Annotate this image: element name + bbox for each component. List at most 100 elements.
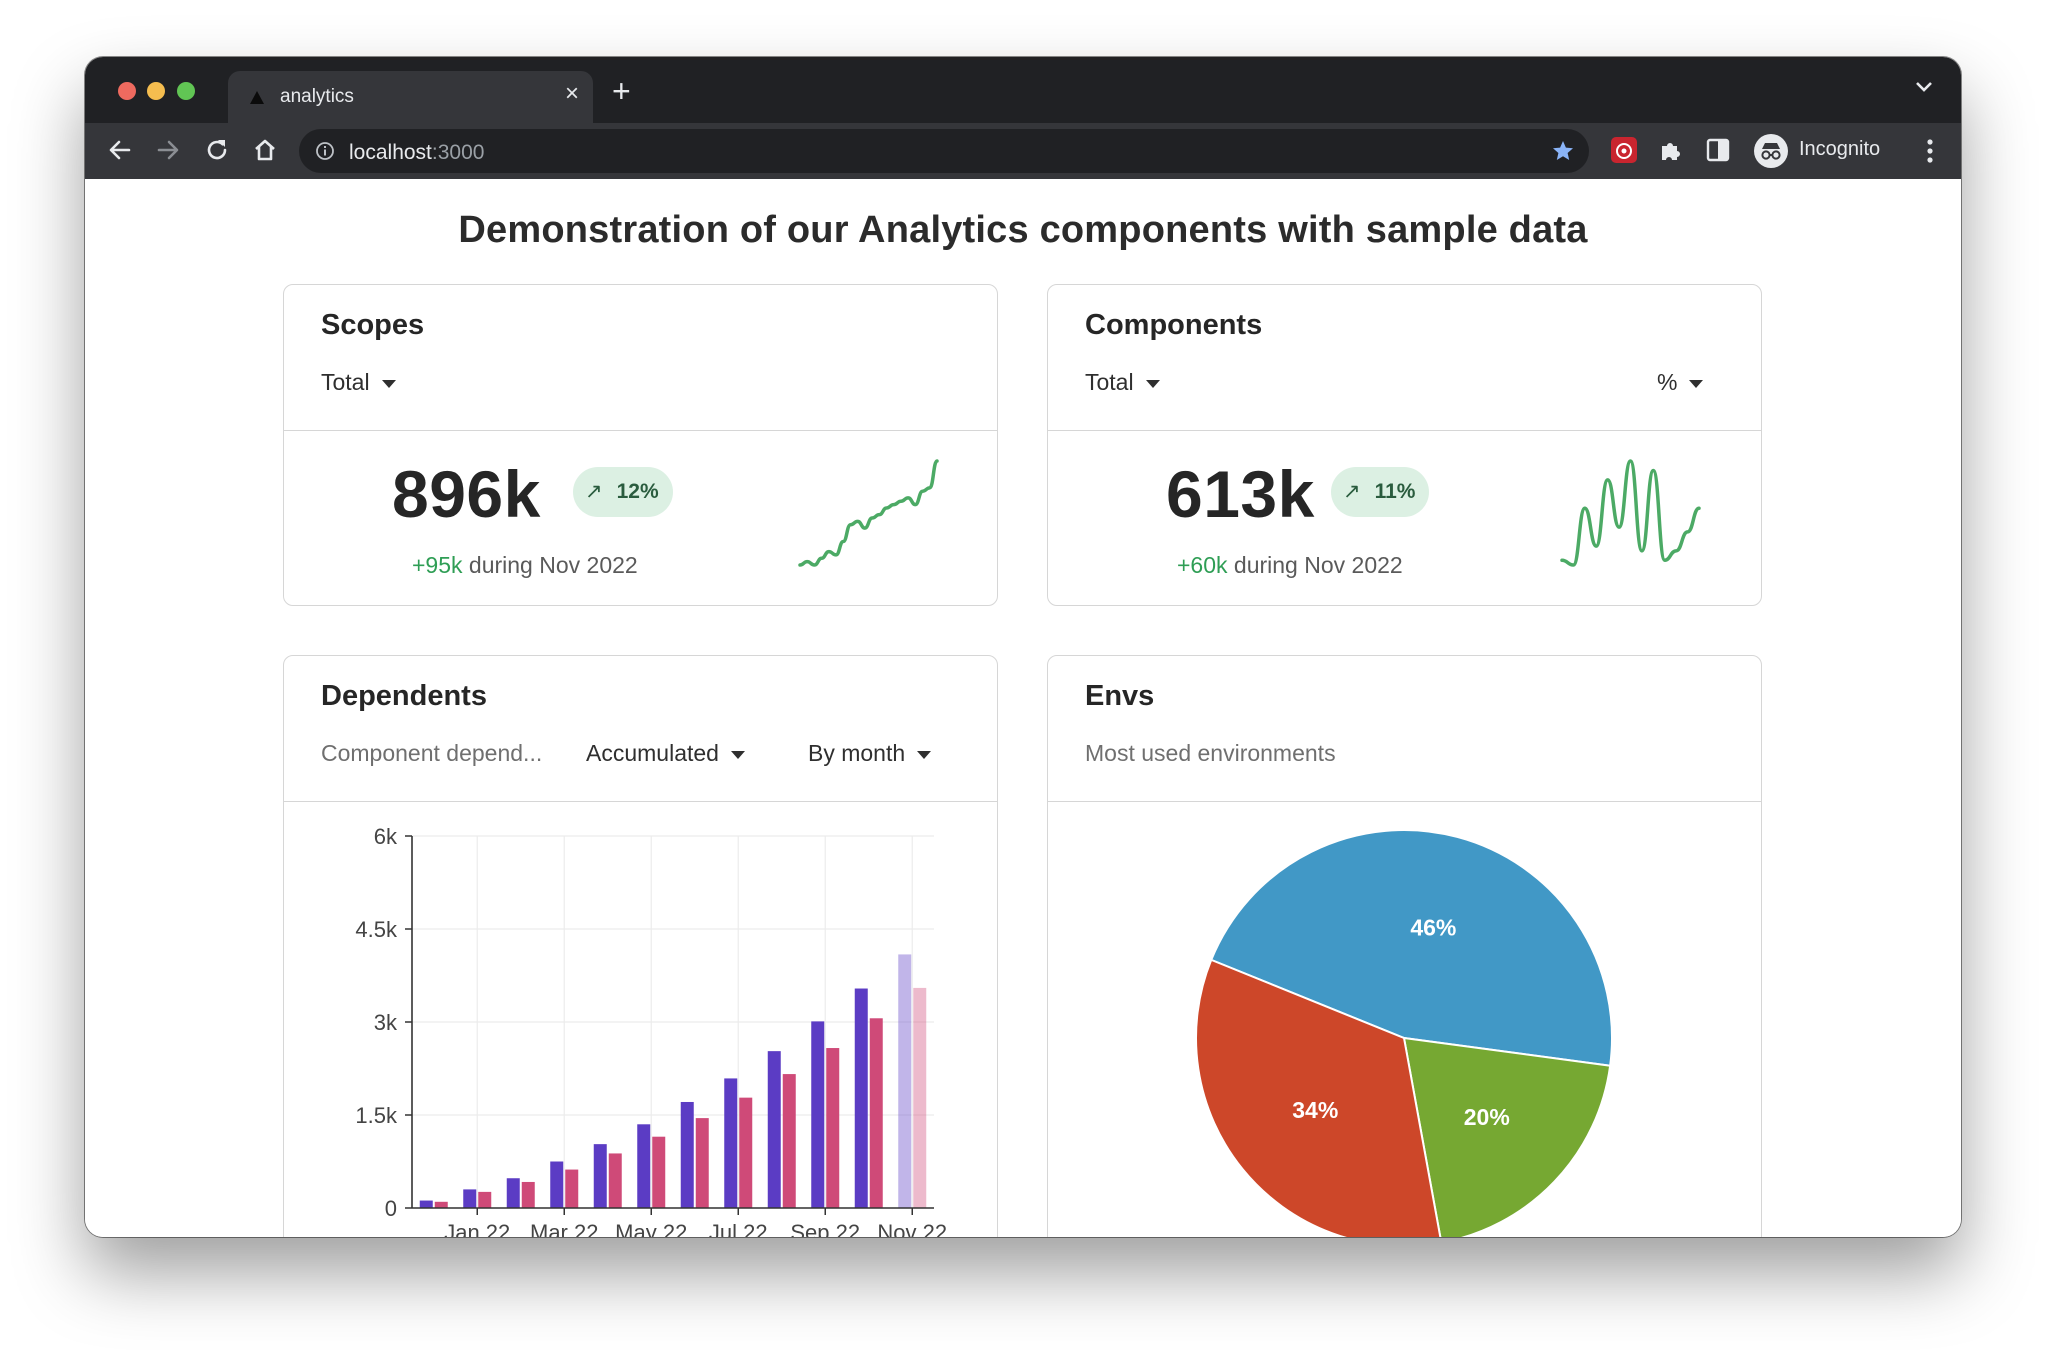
- bar-series-a[interactable]: [767, 1051, 781, 1208]
- url-port: :3000: [431, 141, 485, 164]
- more-menu-icon[interactable]: [1925, 137, 1935, 165]
- y-tick-label: 4.5k: [355, 917, 398, 942]
- dropdown-label: Accumulated: [586, 740, 719, 766]
- pie-slice-label: 20%: [1464, 1104, 1510, 1130]
- y-tick-label: 6k: [374, 824, 398, 849]
- back-arrow-icon[interactable]: [105, 135, 135, 165]
- scopes-title: Scopes: [321, 309, 425, 341]
- tab-close-button[interactable]: ×: [564, 80, 579, 107]
- bar-series-b[interactable]: [739, 1097, 753, 1208]
- pie-slice[interactable]: [1209, 829, 1613, 1067]
- zoom-window-button[interactable]: [177, 82, 195, 100]
- bar-series-a[interactable]: [550, 1161, 564, 1209]
- card-header: Envs Most used environments: [1048, 656, 1761, 802]
- caret-down-icon: [381, 379, 396, 388]
- bar-series-b[interactable]: [913, 987, 927, 1208]
- bar-series-a[interactable]: [854, 988, 868, 1208]
- bar-series-b[interactable]: [521, 1181, 535, 1208]
- address-bar[interactable]: localhost:3000: [299, 129, 1589, 173]
- card-header: Dependents Component depend... Accumulat…: [284, 656, 997, 802]
- delta-period: during Nov 2022: [462, 552, 638, 578]
- bar-series-b[interactable]: [478, 1191, 492, 1208]
- components-total-dropdown[interactable]: Total: [1085, 369, 1160, 396]
- pie-slice[interactable]: [1195, 958, 1442, 1237]
- caret-down-icon: [730, 750, 745, 759]
- scopes-delta: +95k during Nov 2022: [412, 552, 638, 579]
- components-change-badge: ↗ 11%: [1331, 467, 1430, 517]
- bar-series-a[interactable]: [898, 954, 912, 1208]
- dependents-subtitle: Component depend...: [321, 740, 543, 766]
- x-tick-label: Jul 22: [709, 1220, 768, 1237]
- minimize-window-button[interactable]: [147, 82, 165, 100]
- bar-series-b[interactable]: [434, 1201, 448, 1208]
- tab-title: analytics: [280, 86, 354, 107]
- delta-value: +60k: [1177, 552, 1228, 578]
- extensions-puzzle-icon[interactable]: [1657, 137, 1683, 163]
- side-panel-icon[interactable]: [1705, 137, 1731, 163]
- close-window-button[interactable]: [118, 82, 136, 100]
- caret-down-icon: [1689, 379, 1704, 388]
- delta-value: +95k: [412, 552, 463, 578]
- dropdown-label: Total: [321, 369, 370, 395]
- x-tick-label: Mar 22: [530, 1220, 598, 1237]
- bar-series-a[interactable]: [463, 1189, 477, 1208]
- home-icon[interactable]: [250, 135, 280, 165]
- bar-series-b[interactable]: [695, 1118, 709, 1208]
- bar-series-b[interactable]: [565, 1169, 579, 1208]
- bar-series-a[interactable]: [680, 1101, 694, 1208]
- new-tab-button[interactable]: +: [612, 73, 631, 109]
- components-sparkline-line: [1560, 459, 1701, 567]
- dependents-title: Dependents: [321, 680, 487, 712]
- bar-series-b[interactable]: [652, 1136, 666, 1208]
- trend-up-icon: ↗: [1343, 480, 1361, 503]
- pie-slice-label: 34%: [1292, 1097, 1338, 1123]
- scopes-sparkline: [798, 459, 939, 567]
- extension-app-icon[interactable]: [1610, 136, 1638, 164]
- accumulated-dropdown[interactable]: Accumulated: [586, 740, 745, 767]
- dropdown-label: By month: [808, 740, 906, 766]
- delta-period: during Nov 2022: [1227, 552, 1403, 578]
- bar-series-a[interactable]: [724, 1078, 738, 1208]
- profile-label[interactable]: Incognito: [1799, 138, 1881, 160]
- tab-search-chevron-icon[interactable]: [1915, 81, 1933, 93]
- browser-tab[interactable]: analytics ×: [228, 71, 593, 123]
- page-content: Demonstration of our Analytics component…: [85, 179, 1961, 1237]
- url-text[interactable]: localhost:3000: [349, 141, 484, 165]
- favicon-icon: [250, 91, 264, 104]
- bar-series-a[interactable]: [637, 1124, 651, 1208]
- card-header: Scopes Total: [284, 285, 997, 431]
- by-month-dropdown[interactable]: By month: [808, 740, 932, 767]
- bookmark-star-icon[interactable]: [1551, 139, 1575, 163]
- bar-series-b[interactable]: [869, 1018, 883, 1208]
- card-header: Components Total %: [1048, 285, 1761, 431]
- bar-series-b[interactable]: [608, 1153, 622, 1208]
- x-tick-label: Nov 22: [877, 1220, 947, 1237]
- envs-subtitle: Most used environments: [1085, 740, 1336, 766]
- bar-series-a[interactable]: [419, 1200, 433, 1208]
- incognito-icon[interactable]: [1753, 133, 1789, 169]
- bar-series-a[interactable]: [593, 1144, 607, 1208]
- url-host: localhost: [349, 141, 432, 164]
- bar-series-b[interactable]: [782, 1074, 796, 1208]
- pie-slice-label: 46%: [1410, 914, 1456, 940]
- y-tick-label: 0: [385, 1196, 397, 1221]
- components-card: Components Total % 613k ↗ 11% +60k during…: [1047, 284, 1762, 606]
- components-sparkline: [1560, 459, 1701, 567]
- scopes-sparkline-line: [798, 459, 939, 567]
- trend-up-icon: ↗: [585, 480, 603, 503]
- bar-series-a[interactable]: [811, 1021, 825, 1208]
- bar-series-a[interactable]: [506, 1178, 520, 1208]
- components-title: Components: [1085, 309, 1263, 341]
- x-tick-label: May 22: [615, 1220, 687, 1237]
- badge-value: 12%: [616, 480, 659, 503]
- pie-slice[interactable]: [1402, 1036, 1612, 1237]
- page-title: Demonstration of our Analytics component…: [458, 209, 1588, 251]
- forward-arrow-icon[interactable]: [153, 135, 183, 165]
- reload-icon[interactable]: [202, 135, 232, 165]
- tab-strip: analytics × +: [85, 57, 1961, 123]
- bar-series-b[interactable]: [826, 1048, 840, 1208]
- scopes-total-dropdown[interactable]: Total: [321, 369, 396, 396]
- envs-title: Envs: [1085, 680, 1155, 712]
- components-unit-dropdown[interactable]: %: [1657, 369, 1704, 396]
- site-info-icon[interactable]: [315, 141, 335, 161]
